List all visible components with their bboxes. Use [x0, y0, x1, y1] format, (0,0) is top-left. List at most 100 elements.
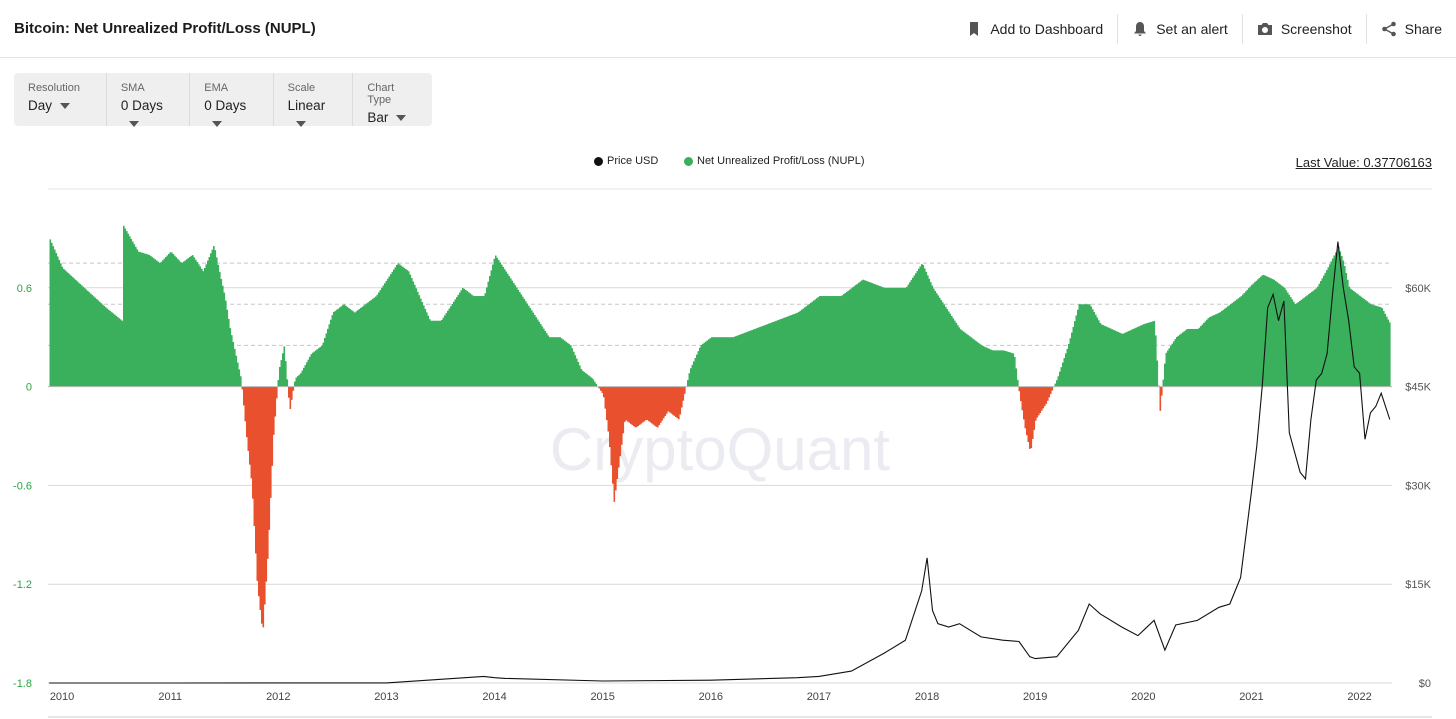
legend-item-price[interactable]: Price USD	[594, 155, 658, 167]
nupl-bar	[519, 292, 521, 387]
x-tick-label: 2019	[1023, 691, 1047, 703]
nupl-bar	[453, 301, 455, 387]
nupl-bar	[1333, 255, 1336, 387]
sma-dropdown[interactable]: SMA 0 Days	[105, 73, 189, 127]
nupl-bar	[598, 386, 601, 389]
resolution-dropdown[interactable]: Resolution Day	[14, 73, 106, 126]
nupl-bar	[1008, 351, 1010, 387]
nupl-bar	[1159, 386, 1162, 411]
nupl-bar	[828, 296, 830, 387]
x-tick-label: 2015	[590, 691, 614, 703]
nupl-bar	[439, 320, 442, 387]
nupl-bar	[244, 386, 247, 422]
nupl-bar	[465, 289, 467, 387]
nupl-bar	[231, 335, 233, 387]
nupl-bar	[843, 294, 845, 387]
nupl-bar	[168, 253, 170, 387]
nupl-bar	[736, 335, 739, 387]
chart-type-label: Chart Type	[367, 82, 395, 106]
nupl-bar	[1071, 332, 1073, 387]
nupl-bar	[483, 296, 485, 387]
nupl-bar	[721, 337, 724, 387]
nupl-bar	[1378, 306, 1381, 387]
nupl-bar	[198, 264, 200, 387]
nupl-bar	[1146, 323, 1148, 387]
legend-item-nupl[interactable]: Net Unrealized Profit/Loss (NUPL)	[684, 155, 865, 167]
nupl-bar	[564, 340, 566, 387]
nupl-bar	[1383, 311, 1385, 387]
nupl-bar	[415, 288, 418, 387]
header-actions: Add to Dashboard Set an alert Screenshot…	[952, 14, 1456, 44]
nupl-bar	[355, 311, 358, 387]
nupl-bar	[651, 386, 653, 424]
nupl-bar	[76, 281, 79, 387]
nupl-bar	[1351, 289, 1354, 387]
nupl-bar	[730, 337, 733, 387]
nupl-bar	[216, 257, 218, 387]
nupl-bar	[285, 361, 287, 387]
x-tick-label: 2017	[807, 691, 831, 703]
nupl-bar	[520, 294, 523, 387]
nupl-bar	[987, 348, 989, 387]
set-alert-button[interactable]: Set an alert	[1117, 14, 1242, 44]
nupl-bar	[277, 379, 280, 387]
nupl-bar	[135, 246, 137, 387]
scale-dropdown[interactable]: Scale Linear	[272, 73, 353, 127]
nupl-bar	[408, 271, 410, 387]
nupl-bar	[1089, 304, 1091, 387]
nupl-bar	[351, 310, 353, 387]
nupl-bar	[1011, 352, 1013, 387]
nupl-bar	[418, 295, 421, 387]
nupl-bar	[360, 307, 362, 387]
screenshot-button[interactable]: Screenshot	[1241, 14, 1366, 44]
price-dot-icon	[594, 156, 603, 166]
nupl-bar	[819, 296, 821, 387]
nupl-bar	[1348, 286, 1351, 387]
nupl-bar	[150, 255, 152, 387]
nupl-bar	[537, 319, 539, 387]
nupl-bar	[1102, 325, 1105, 387]
nupl-bar	[724, 337, 727, 387]
nupl-bar	[1114, 330, 1117, 387]
nupl-bar	[885, 287, 887, 387]
nupl-bar	[1156, 360, 1159, 387]
nupl-bar	[739, 334, 742, 387]
nupl-bar	[295, 377, 298, 387]
nupl-bar	[1125, 332, 1127, 387]
nupl-bar	[70, 275, 73, 387]
nupl-bar	[952, 318, 955, 387]
nupl-bar	[663, 386, 665, 419]
nupl-bar	[271, 386, 274, 466]
nupl-bar	[315, 350, 317, 387]
nupl-bar	[1065, 353, 1067, 387]
last-value[interactable]: Last Value: 0.37706163	[1295, 155, 1432, 170]
nupl-bar	[228, 318, 230, 387]
nupl-bar	[234, 348, 236, 387]
nupl-bar	[462, 287, 464, 387]
nupl-bar	[1122, 333, 1124, 387]
nupl-bar	[1278, 283, 1280, 387]
nupl-chart: CryptoQuant 0.6 0 -0.6 -1.2 -1.8 $60K $45K $30K $…	[13, 188, 1432, 718]
nupl-bar	[115, 315, 118, 387]
nupl-bar	[1021, 386, 1024, 411]
nupl-bar	[870, 282, 872, 387]
ema-dropdown[interactable]: EMA 0 Days	[189, 73, 272, 127]
chart-type-dropdown[interactable]: Chart Type Bar	[352, 73, 432, 126]
nupl-bar	[933, 288, 935, 387]
nupl-bar	[1005, 351, 1007, 387]
camera-icon	[1257, 23, 1272, 35]
nupl-bar	[976, 341, 979, 387]
share-button[interactable]: Share	[1365, 14, 1456, 44]
nupl-bar	[322, 342, 325, 387]
nupl-bar	[714, 337, 716, 387]
legend-price-label: Price USD	[607, 155, 659, 167]
nupl-bar	[762, 325, 764, 387]
nupl-bar	[97, 300, 100, 387]
add-to-dashboard-button[interactable]: Add to Dashboard	[952, 14, 1117, 44]
nupl-bar	[789, 315, 791, 387]
nupl-bar	[1066, 348, 1069, 387]
nupl-bar	[1252, 283, 1255, 387]
nupl-bar	[202, 271, 205, 387]
nupl-bar	[1345, 272, 1348, 387]
nupl-bar	[403, 267, 406, 387]
